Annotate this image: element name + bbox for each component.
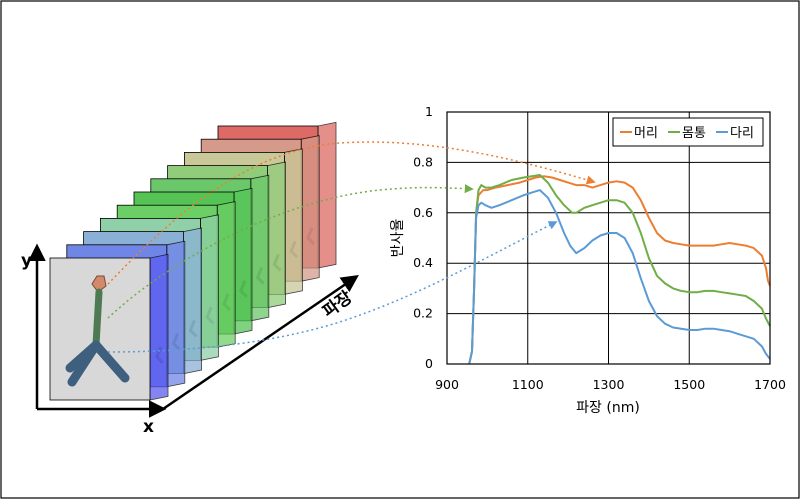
x-tick-label: 1100 (512, 377, 544, 392)
slice-side (233, 187, 253, 335)
series-line-leg (468, 189, 771, 365)
specimen (65, 275, 130, 387)
slice-side (300, 135, 320, 282)
series-line-head (468, 175, 771, 365)
body-arrow (107, 184, 474, 319)
slice-side (149, 253, 169, 401)
x-tick-labels: 900 1100 1300 1500 1700 (435, 377, 786, 392)
hyperspectral-cube (49, 121, 337, 401)
y-axis-label: 반사율 (390, 219, 406, 258)
y-tick-label: 0.4 (413, 255, 433, 270)
legend-label-head: 머리 (634, 126, 658, 141)
slice-side (216, 201, 236, 348)
cube-y-label: y (21, 251, 32, 271)
cube-x-label: x (143, 417, 154, 437)
series-lines (468, 174, 771, 365)
cube-wavelength-axis (162, 275, 359, 411)
slice-side (166, 240, 186, 388)
slice-side (199, 214, 219, 361)
mapping-arrows (107, 141, 596, 353)
specimen-leg (67, 340, 101, 387)
specimen-body (92, 288, 103, 349)
x-tick-label: 1300 (593, 377, 625, 392)
plot-frame (446, 111, 771, 365)
leg-arrow (107, 221, 558, 353)
reflectance-chart: 0 0.2 0.4 0.6 0.8 1 900 1100 1300 1500 1700 파장 (n… (390, 104, 786, 416)
x-tick-label: 1700 (754, 377, 786, 392)
slice-side (183, 227, 203, 375)
y-tick-label: 0.2 (413, 306, 433, 321)
chart-grid (446, 111, 771, 365)
legend: 머리 몸통 다리 (612, 117, 764, 147)
legend-box (612, 117, 764, 147)
x-tick-label: 900 (435, 377, 459, 392)
slice-side (283, 148, 303, 295)
legend-label-body: 몸통 (682, 126, 706, 141)
y-tick-labels: 0 0.2 0.4 0.6 0.8 1 (413, 104, 433, 371)
y-tick-label: 1 (425, 104, 433, 119)
series-line-body (468, 174, 771, 365)
cube-wavelength-label: 파장 (319, 287, 356, 322)
slice-side (250, 174, 270, 322)
specimen-head (91, 275, 107, 293)
y-tick-label: 0.8 (413, 154, 433, 169)
slice-side (267, 161, 287, 309)
x-axis-label: 파장 (nm) (576, 400, 640, 416)
y-tick-label: 0.6 (413, 205, 433, 220)
legend-label-leg: 다리 (730, 126, 754, 141)
y-tick-label: 0 (425, 356, 433, 371)
x-tick-label: 1500 (673, 377, 705, 392)
